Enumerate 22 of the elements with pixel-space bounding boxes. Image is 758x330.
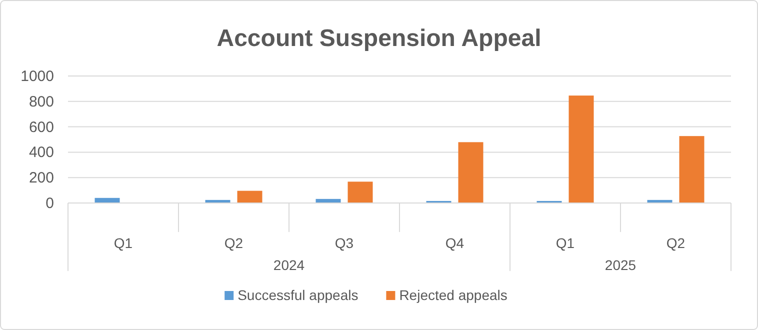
y-tick-label: 600	[28, 118, 54, 136]
x-tick-label: Q2	[224, 235, 244, 251]
x-tick-label: Q4	[445, 235, 464, 251]
x-tick-label: Q1	[114, 235, 133, 251]
y-tick-label: 0	[46, 195, 54, 212]
bar	[679, 136, 704, 203]
bar	[568, 96, 594, 203]
text: 2025	[604, 257, 636, 273]
chart-title: Account Suspension Appeal	[216, 25, 542, 52]
x-tick-label: Q1	[556, 235, 575, 251]
legend-label: Successful appeals	[238, 287, 358, 303]
y-tick-label: 1000	[20, 68, 54, 85]
bar	[458, 142, 484, 203]
y-tick-label: 800	[28, 93, 54, 110]
bar	[237, 190, 262, 203]
bar	[348, 182, 373, 203]
x-tick-label: Q3	[334, 235, 354, 251]
legend-label: Rejected appeals	[399, 287, 508, 303]
text: 2024	[273, 257, 305, 273]
y-tick-label: 400	[28, 144, 54, 162]
y-tick-label: 200	[28, 170, 54, 187]
x-tick-label: Q2	[666, 235, 686, 251]
